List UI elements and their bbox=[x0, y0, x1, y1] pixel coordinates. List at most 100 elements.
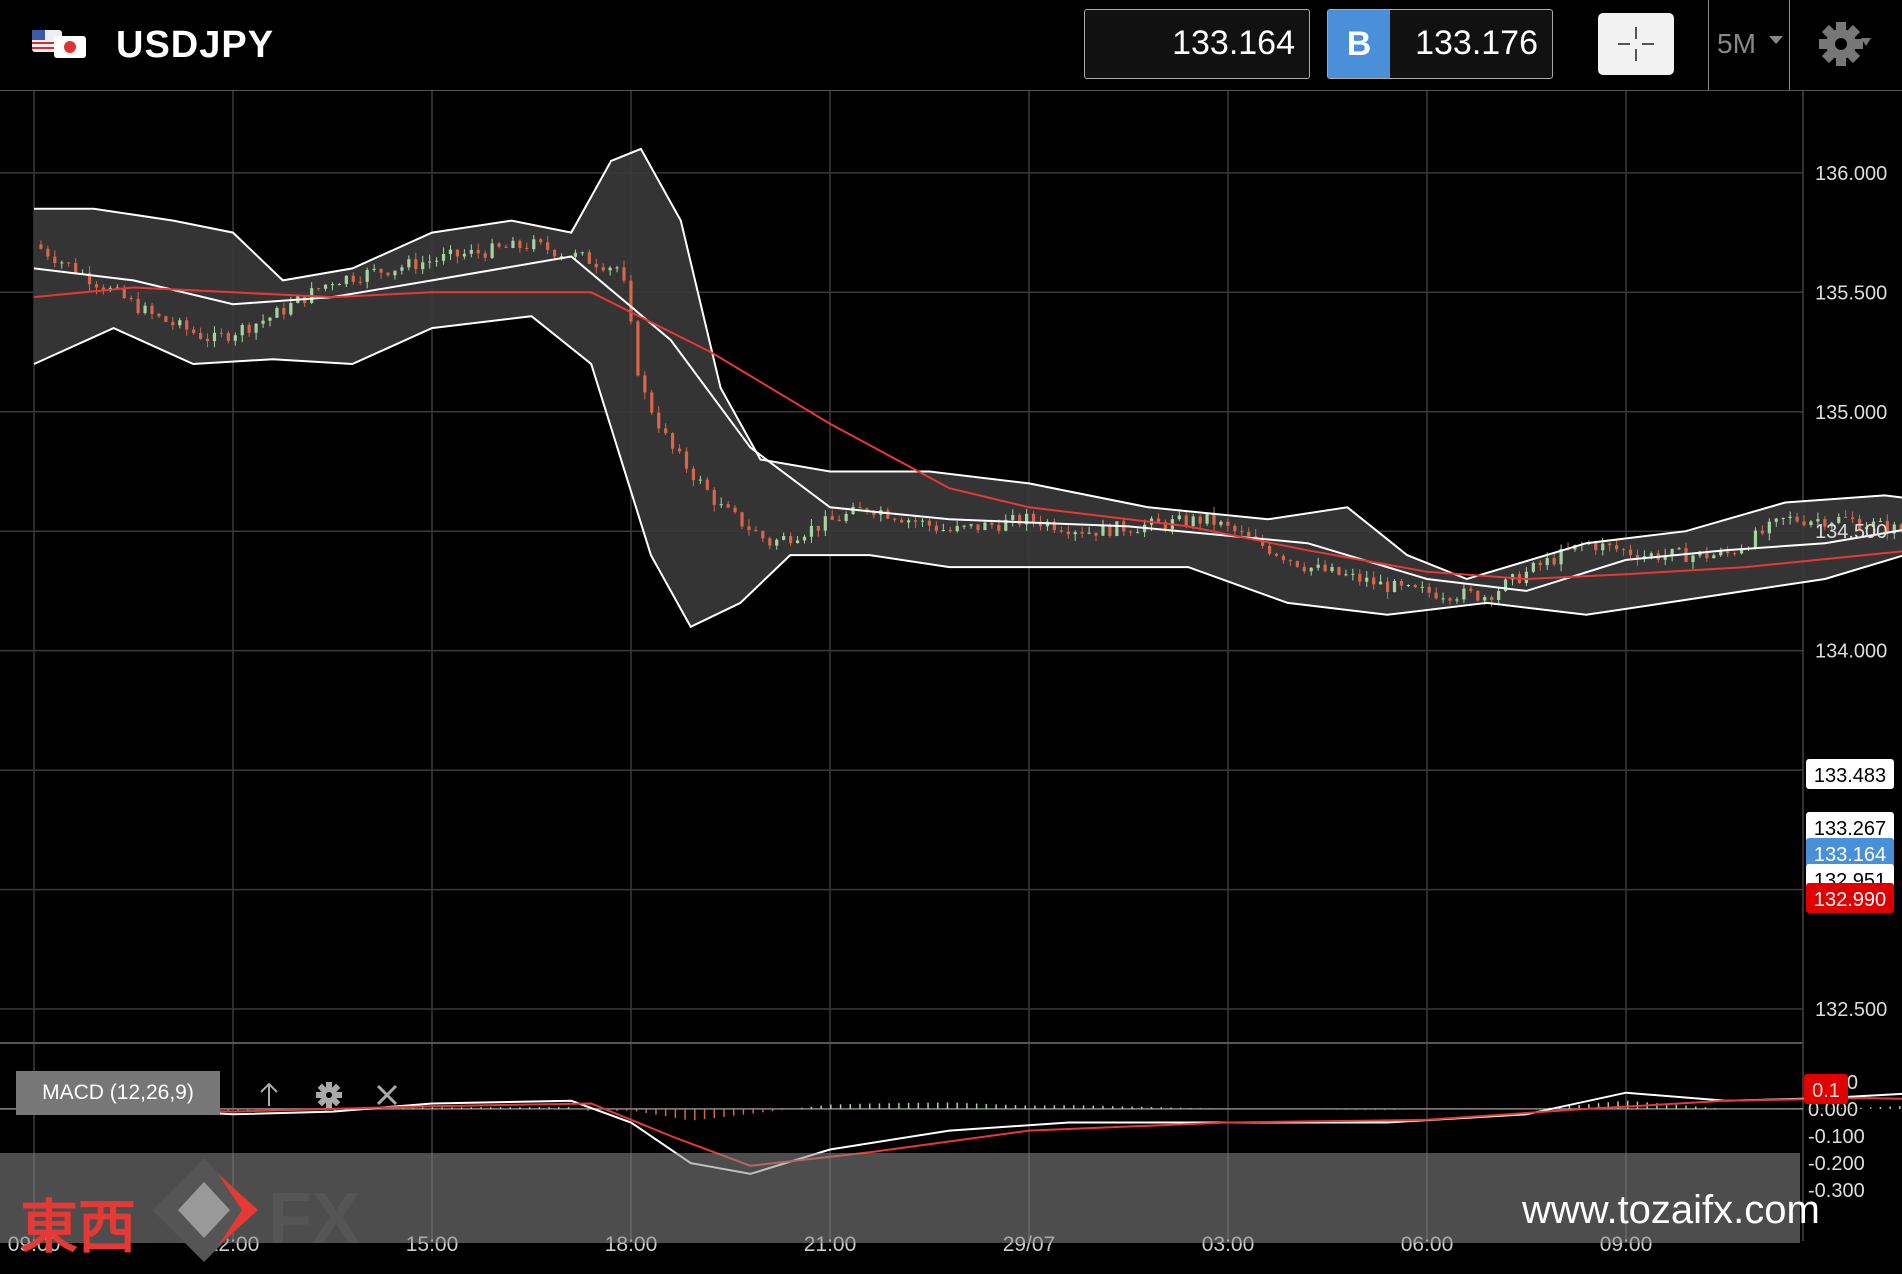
candle-body bbox=[448, 249, 453, 255]
candle-body bbox=[782, 536, 786, 540]
price-tick-label: 134.500 bbox=[1815, 521, 1887, 543]
candle-body bbox=[316, 288, 321, 290]
candle-body bbox=[469, 249, 473, 254]
candle-body bbox=[830, 516, 834, 520]
symbol-title[interactable]: USDJPY bbox=[116, 24, 275, 66]
candle-body bbox=[74, 263, 78, 274]
candle-body bbox=[920, 520, 925, 522]
candle-body bbox=[1247, 531, 1251, 537]
candle-body bbox=[351, 275, 355, 282]
candle-body bbox=[1635, 555, 1640, 560]
price-tag-label: 133.483 bbox=[1814, 765, 1886, 787]
candle-body bbox=[1018, 515, 1022, 525]
ask-price: 133.176 bbox=[1415, 24, 1538, 62]
arrow-up-icon[interactable] bbox=[254, 1076, 284, 1110]
candle-body bbox=[1337, 567, 1341, 575]
candle-body bbox=[1684, 548, 1688, 563]
candle-body bbox=[365, 269, 369, 282]
candle-body bbox=[587, 252, 591, 264]
candle-body bbox=[1663, 555, 1667, 560]
candle-body bbox=[1712, 555, 1716, 559]
candle-body bbox=[233, 335, 237, 341]
candle-body bbox=[1365, 577, 1369, 582]
candle-body bbox=[129, 298, 133, 300]
candle-body bbox=[87, 272, 92, 285]
candle-body bbox=[414, 259, 418, 270]
crosshair-icon bbox=[1618, 27, 1654, 61]
band-area bbox=[34, 149, 1902, 626]
candle-body bbox=[691, 468, 696, 481]
candle-body bbox=[150, 305, 154, 314]
watermark-band bbox=[0, 1153, 1800, 1243]
candle-body bbox=[1878, 520, 1882, 522]
candle-body bbox=[976, 524, 980, 531]
price-tag-bg bbox=[1806, 883, 1894, 913]
candle-body bbox=[1392, 580, 1397, 593]
candle-body bbox=[1726, 551, 1730, 554]
macd-indicator-label[interactable]: MACD (12,26,9) bbox=[16, 1071, 220, 1115]
candle-body bbox=[907, 520, 911, 523]
candle-body bbox=[733, 507, 737, 513]
price-chart[interactable]: 136.000 135.500 135.000 134.500 134.000 132.5… bbox=[0, 91, 1902, 1274]
price-tick-label: 136.000 bbox=[1815, 163, 1887, 185]
candle-body bbox=[1212, 512, 1216, 525]
candle-body bbox=[1719, 551, 1723, 556]
candle-body bbox=[421, 262, 425, 270]
candle-body bbox=[1379, 581, 1383, 585]
candle-body bbox=[198, 333, 203, 339]
close-icon[interactable] bbox=[374, 1082, 400, 1108]
candle-body bbox=[1448, 598, 1452, 601]
candle-body bbox=[539, 239, 543, 243]
candle-body bbox=[747, 526, 751, 530]
candle-body bbox=[1601, 543, 1605, 551]
candle-body bbox=[1295, 561, 1299, 567]
candle-body bbox=[1844, 517, 1848, 519]
buy-price-box[interactable]: B 133.176 bbox=[1327, 9, 1553, 79]
candle-body bbox=[580, 252, 584, 254]
candle-body bbox=[900, 519, 904, 523]
candle-body bbox=[379, 268, 383, 273]
candle-body bbox=[1156, 518, 1161, 522]
crosshair-button[interactable] bbox=[1598, 13, 1674, 75]
candle-body bbox=[1316, 564, 1320, 568]
candle-body bbox=[1274, 553, 1279, 556]
candle-body bbox=[358, 281, 362, 283]
candle-body bbox=[455, 249, 460, 257]
candle-body bbox=[1531, 562, 1535, 572]
candle-body bbox=[1830, 522, 1834, 527]
candle-body bbox=[226, 333, 230, 341]
candle-body bbox=[1427, 586, 1431, 593]
candle-body bbox=[1080, 532, 1084, 534]
price-axis[interactable]: 136.000 135.500 135.000 134.500 134.000 132.5… bbox=[1815, 163, 1887, 1021]
candle-body bbox=[934, 525, 938, 531]
candle-body bbox=[677, 448, 682, 452]
candle-body bbox=[115, 287, 119, 289]
timeframe-selector[interactable]: 5M bbox=[1708, 0, 1790, 90]
gear-icon[interactable] bbox=[1815, 18, 1871, 70]
candle-body bbox=[761, 531, 765, 539]
candle-body bbox=[1837, 517, 1841, 523]
watermark-fx: FX bbox=[268, 1179, 361, 1259]
price-tag-bg bbox=[1806, 838, 1894, 868]
price-tag-label: 132.990 bbox=[1814, 889, 1886, 911]
candle-body bbox=[1434, 592, 1438, 599]
us-japan-flag-icon bbox=[32, 30, 86, 58]
candle-body bbox=[504, 246, 508, 248]
candle-body bbox=[1774, 518, 1778, 522]
candle-body bbox=[698, 479, 702, 481]
candle-body bbox=[684, 451, 689, 469]
candle-body bbox=[282, 308, 286, 315]
indicator-settings-gear-icon[interactable] bbox=[314, 1080, 344, 1110]
candle-body bbox=[1406, 585, 1410, 587]
candle-body bbox=[1816, 519, 1820, 522]
macd-tick-label: 0.000 bbox=[1808, 1099, 1858, 1121]
price-tag-bg bbox=[1806, 812, 1894, 842]
candle-body bbox=[913, 520, 918, 522]
sell-price-box[interactable]: 133.164 bbox=[1084, 9, 1310, 79]
candle-body bbox=[261, 320, 265, 324]
candle-body bbox=[1483, 597, 1487, 601]
candle-body bbox=[483, 253, 487, 258]
macd-value-tag-bg bbox=[1804, 1073, 1848, 1104]
candle-body bbox=[1733, 553, 1737, 555]
candle-body bbox=[1462, 588, 1466, 600]
